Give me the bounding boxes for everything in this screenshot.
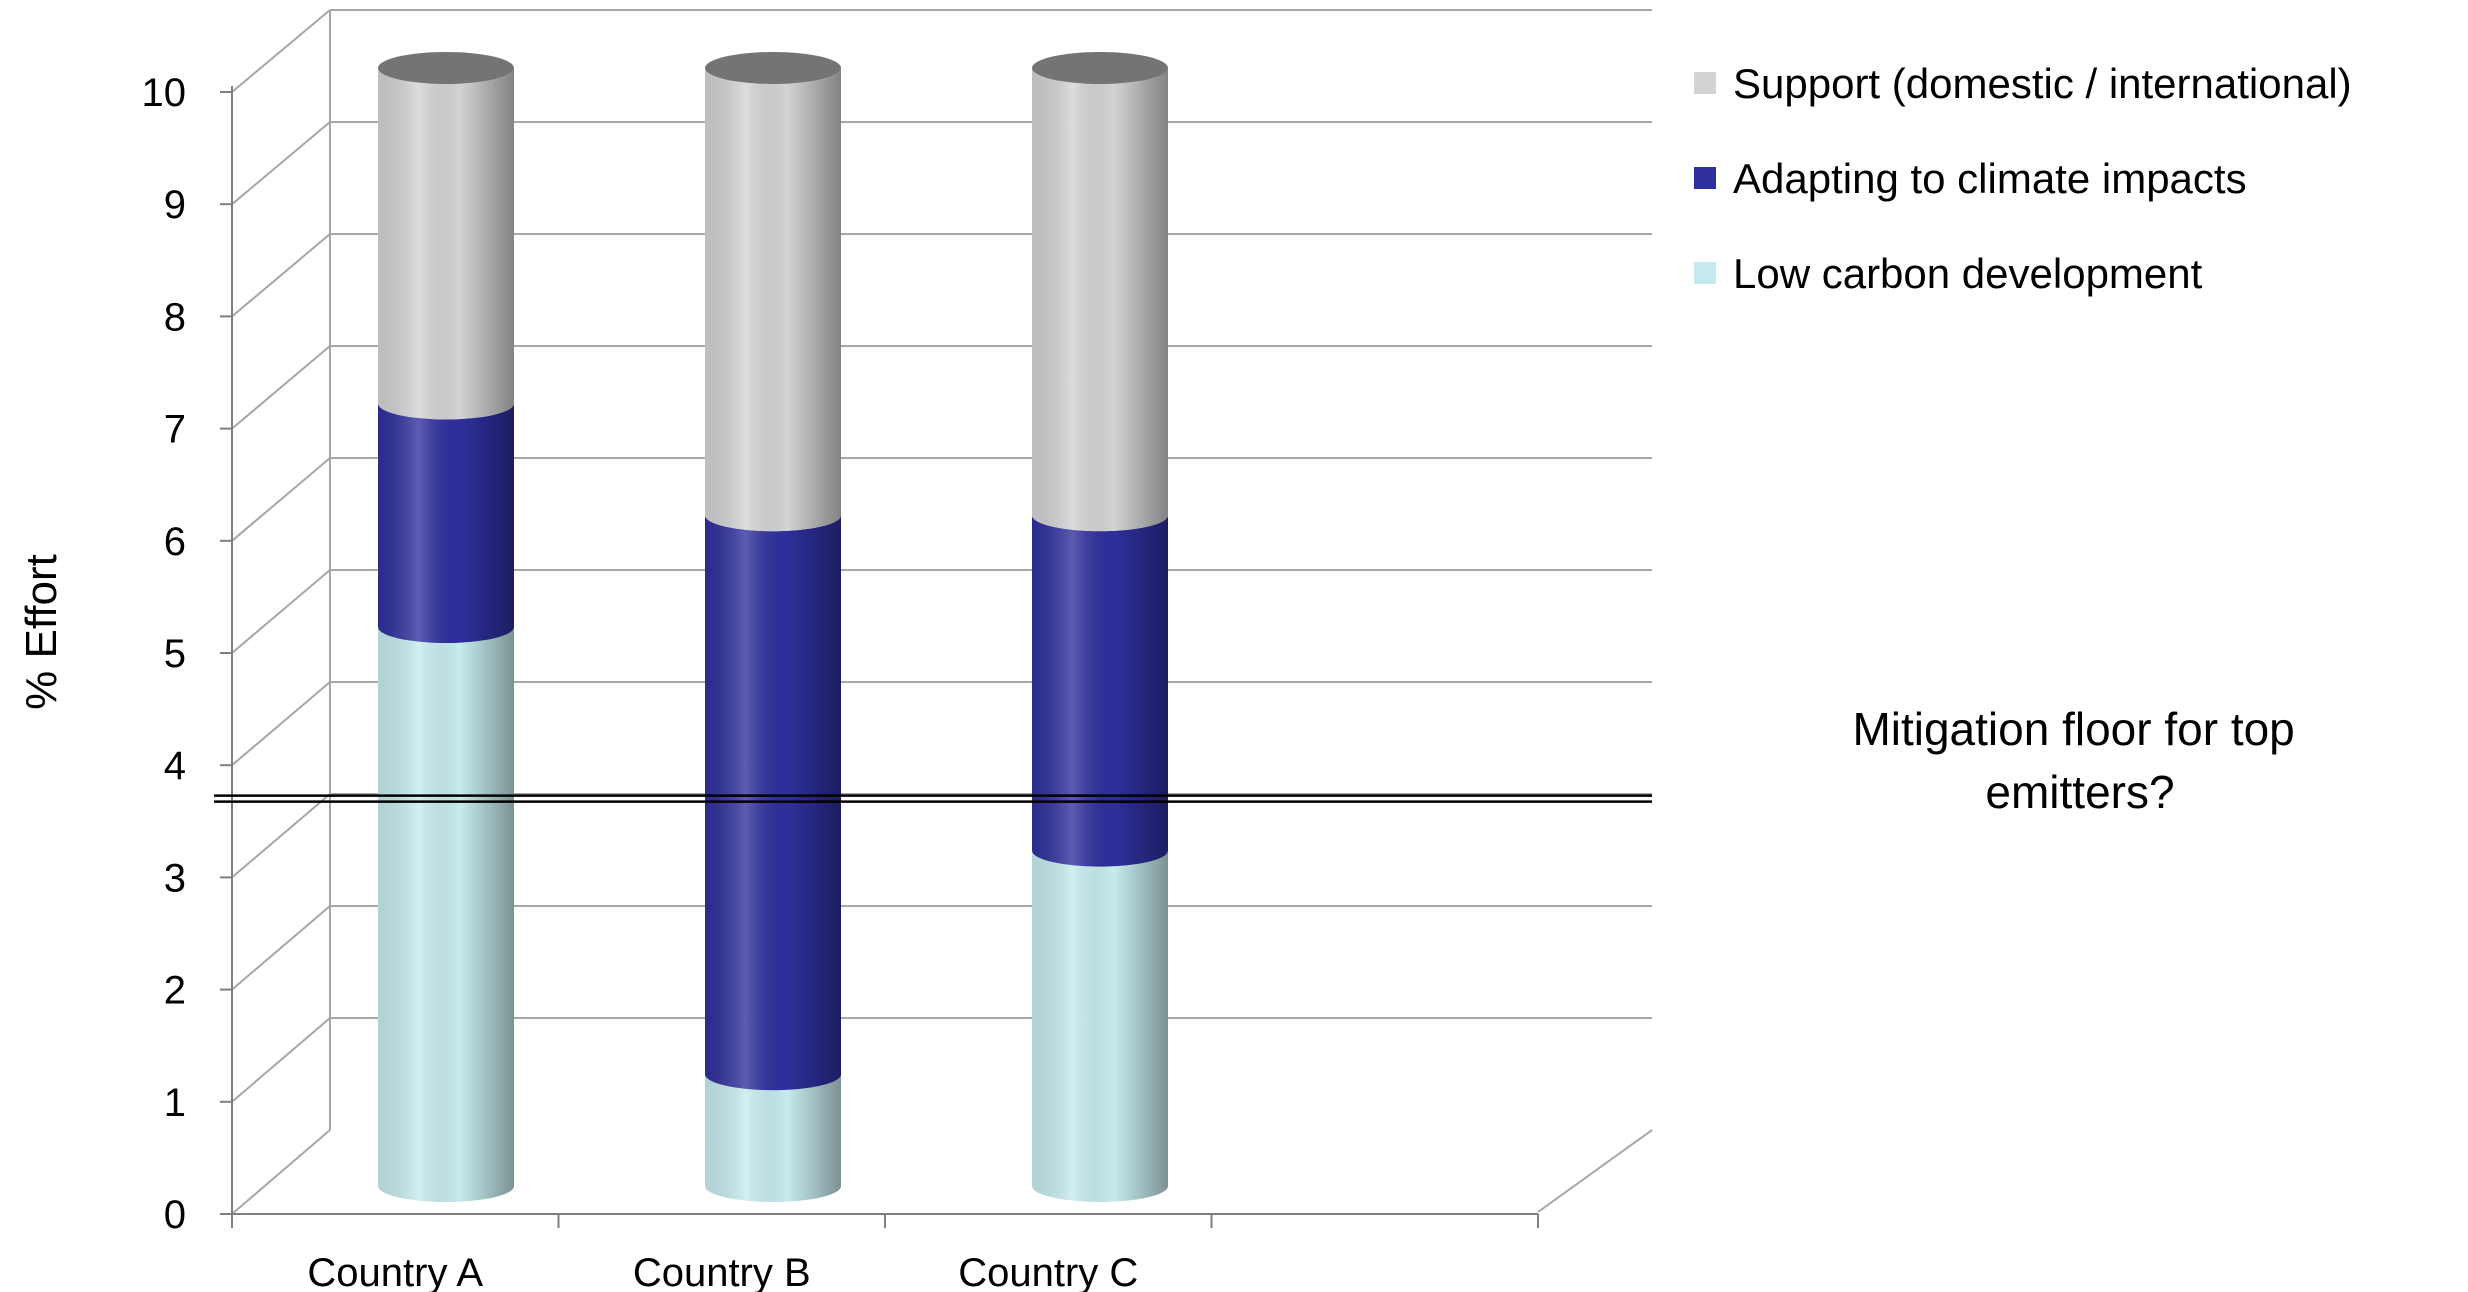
bar-segment-shading [1032,515,1168,867]
y-tick-labels: 0 1 2 3 4 5 6 7 8 9 10 [142,71,187,1237]
y-tick-label: 2 [164,969,186,1013]
bar-segment-shading [705,68,841,532]
axes [220,86,1653,1228]
reference-line [214,794,1652,803]
bar-segment-shading [378,627,514,1202]
bar-group-country-b [705,52,841,1202]
x-tick-label: Country B [633,1251,811,1292]
legend-swatch [1694,262,1716,284]
y-tick-label: 4 [164,744,186,788]
x-tick-labels: Country A Country B Country C [307,1251,1138,1292]
bars [378,52,1168,1202]
bar-group-country-c [1032,52,1168,1202]
side-gridline-7 [231,345,331,430]
annotation: Mitigation floor for top emitters? [1852,703,2307,818]
side-gridline-9 [231,121,331,205]
bar-segment-shading [378,68,514,420]
legend-swatch [1694,167,1716,189]
y-tick-label: 8 [164,295,186,339]
y-tick-label: 3 [164,856,186,900]
side-gridline-10 [231,9,331,93]
legend: Support (domestic / international) Adapti… [1694,60,2352,297]
side-gridline-5 [231,569,331,654]
y-tick-label: 6 [164,520,186,564]
side-gridline-8 [231,233,331,318]
annotation-line-2: emitters? [1985,766,2174,818]
side-gridline-3 [231,793,331,879]
side-gridline-0 [231,1129,331,1215]
legend-swatch [1694,72,1716,94]
legend-label: Adapting to climate impacts [1733,155,2247,202]
bar-top-cap [378,52,514,84]
bar-segment-shading [1032,68,1168,532]
y-tick-label: 9 [164,183,186,227]
bar-segment-shading [378,403,514,643]
bar-segment-shading [1032,850,1168,1202]
side-gridline-2 [231,905,331,991]
bar-top-cap [1032,52,1168,84]
side-gridline-4 [231,681,331,766]
bar-segment-shading [705,1074,841,1202]
x-tick-label: Country C [958,1251,1138,1292]
y-tick-label: 0 [164,1193,186,1237]
x-tick-label: Country A [307,1251,483,1292]
side-gridline-1 [231,1017,331,1103]
y-tick-label: 1 [164,1081,186,1125]
y-tick-label: 7 [164,408,186,452]
side-gridline-6 [231,457,331,542]
bar-top-cap [705,52,841,84]
legend-label: Low carbon development [1733,250,2203,297]
y-tick-label: 5 [164,632,186,676]
bar-group-country-a [378,52,514,1202]
floor-right-edge [1537,1129,1653,1213]
y-axis-label: % Effort [17,554,66,710]
gridlines [231,9,1652,1215]
annotation-line-1: Mitigation floor for top [1852,703,2294,755]
legend-label: Support (domestic / international) [1733,60,2352,107]
y-tick-label: 10 [142,71,187,115]
